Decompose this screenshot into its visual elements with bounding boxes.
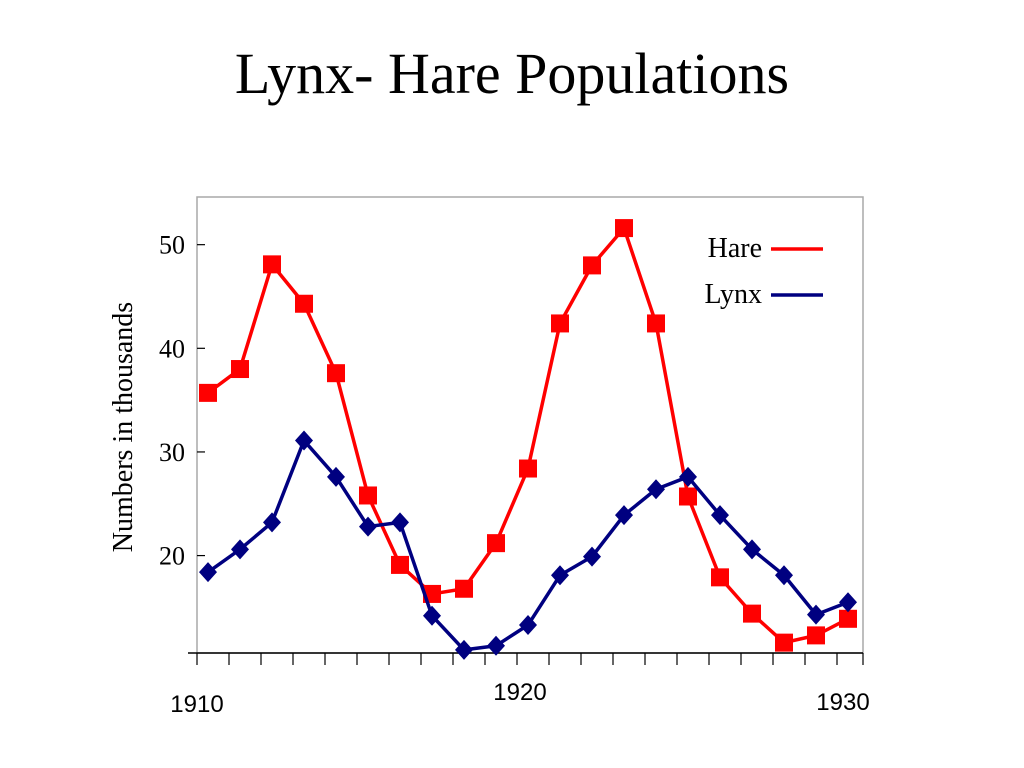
lynx-data-point — [647, 479, 665, 500]
y-tick-label: 50 — [159, 231, 185, 260]
hare-data-point — [327, 364, 345, 383]
lynx-data-point — [263, 512, 281, 533]
lynx-data-point — [551, 565, 569, 586]
lynx-data-point — [775, 565, 793, 586]
hare-data-point — [711, 568, 729, 587]
hare-data-point — [295, 294, 313, 313]
hare-data-point — [359, 486, 377, 505]
y-axis-title: Numbers in thousands — [108, 302, 139, 552]
axes: 20 30 40 50 1910 1920 1930 — [159, 231, 870, 718]
y-tick-label: 20 — [159, 542, 185, 571]
lynx-data-point — [359, 516, 377, 537]
lynx-data-point — [583, 546, 601, 567]
y-tick-label: 30 — [159, 438, 185, 467]
lynx-data-point — [807, 604, 825, 625]
legend-label-hare: Hare — [708, 233, 762, 264]
hare-data-point — [231, 360, 249, 379]
y-tick-label: 40 — [159, 334, 185, 363]
x-tick-label: 1920 — [493, 679, 546, 706]
lynx-data-point — [679, 466, 697, 487]
legend: Hare Lynx — [704, 233, 823, 310]
hare-data-point — [487, 534, 505, 553]
hare-data-point — [199, 383, 217, 402]
lynx-data-point — [487, 635, 505, 656]
hare-data-point — [679, 487, 697, 506]
lynx-data-point — [231, 539, 249, 560]
hare-data-point — [519, 459, 537, 478]
lynx-data-point — [455, 639, 473, 660]
lynx-data-point — [391, 512, 409, 533]
lynx-data-point — [519, 615, 537, 636]
hare-data-point — [615, 219, 633, 238]
lynx-data-point — [711, 505, 729, 526]
hare-data-point — [839, 609, 857, 628]
hare-data-point — [775, 633, 793, 652]
slide-title: Lynx- Hare Populations — [234, 41, 790, 106]
plot-area-frame — [196, 196, 864, 654]
x-tick-label: 1910 — [170, 691, 223, 718]
hare-data-point — [743, 604, 761, 623]
hare-data-point — [647, 314, 665, 333]
lynx-data-point — [743, 539, 761, 560]
hare-data-point — [263, 255, 281, 274]
hare-data-point — [455, 579, 473, 598]
lynx-data-point — [199, 562, 217, 583]
x-tick-label: 1930 — [816, 689, 869, 716]
hare-data-point — [807, 626, 825, 645]
lynx-data-point — [423, 605, 441, 626]
hare-data-point — [583, 256, 601, 275]
legend-label-lynx: Lynx — [704, 279, 762, 310]
series-layer — [199, 219, 857, 660]
lynx-data-point — [295, 430, 313, 451]
lynx-data-point — [839, 592, 857, 613]
lynx-data-point — [615, 505, 633, 526]
lynx-data-point — [327, 466, 345, 487]
hare-data-point — [391, 555, 409, 574]
hare-data-point — [551, 314, 569, 333]
